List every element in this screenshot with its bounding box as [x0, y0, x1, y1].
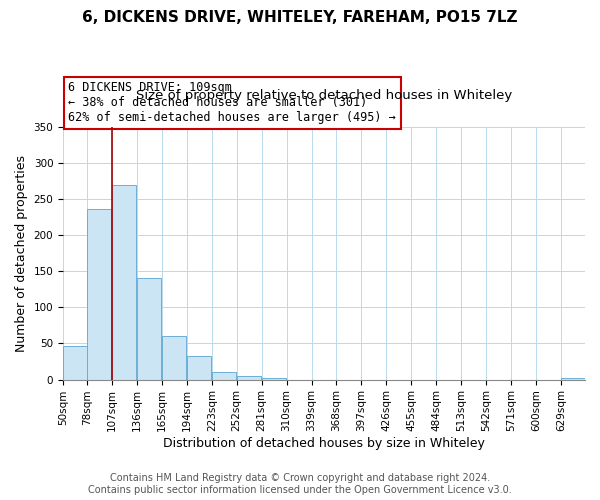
Bar [162, 336, 186, 380]
Bar [262, 378, 286, 380]
Bar [237, 376, 261, 380]
Text: Contains HM Land Registry data © Crown copyright and database right 2024.
Contai: Contains HM Land Registry data © Crown c… [88, 474, 512, 495]
X-axis label: Distribution of detached houses by size in Whiteley: Distribution of detached houses by size … [163, 437, 485, 450]
Text: 6, DICKENS DRIVE, WHITELEY, FAREHAM, PO15 7LZ: 6, DICKENS DRIVE, WHITELEY, FAREHAM, PO1… [82, 10, 518, 25]
Bar [187, 356, 211, 380]
Bar [212, 372, 236, 380]
Bar [63, 346, 87, 380]
Bar [137, 278, 161, 380]
Bar [87, 209, 111, 380]
Text: 6 DICKENS DRIVE: 109sqm
← 38% of detached houses are smaller (301)
62% of semi-d: 6 DICKENS DRIVE: 109sqm ← 38% of detache… [68, 82, 396, 124]
Title: Size of property relative to detached houses in Whiteley: Size of property relative to detached ho… [136, 89, 512, 102]
Y-axis label: Number of detached properties: Number of detached properties [15, 154, 28, 352]
Bar [112, 184, 136, 380]
Bar [561, 378, 585, 380]
